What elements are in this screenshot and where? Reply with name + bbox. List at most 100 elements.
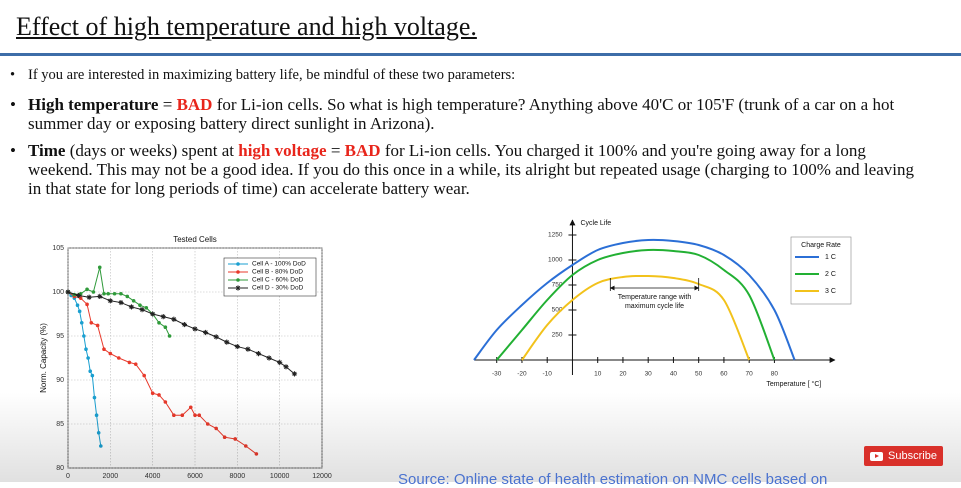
- x-tick-label: 4000: [145, 473, 161, 480]
- marker: [266, 355, 272, 361]
- marker: [125, 294, 130, 299]
- x-tick-label: 8000: [230, 473, 246, 480]
- bullet-text: BAD: [344, 141, 381, 160]
- marker: [92, 395, 97, 400]
- marker: [193, 413, 197, 418]
- marker: [163, 400, 168, 404]
- marker: [96, 431, 101, 435]
- youtube-icon: [870, 451, 884, 461]
- bullet-text: If you are interested in maximizing batt…: [28, 67, 516, 83]
- marker: [172, 413, 176, 418]
- x-tick-label: 60: [720, 371, 728, 378]
- marker: [85, 287, 89, 292]
- y-axis-label: Cycle Life: [580, 220, 611, 227]
- legend-title: Charge Rate: [801, 242, 841, 249]
- marker: [119, 291, 123, 296]
- source-note: Source: Online state of health estimatio…: [398, 471, 828, 488]
- bullet-text: for Li-ion cells. You charged it 100% an…: [28, 141, 914, 198]
- marker: [112, 291, 117, 296]
- marker: [84, 347, 88, 352]
- marker: [94, 413, 99, 418]
- x-tick-label: 80: [771, 371, 779, 378]
- bullet-text: BAD: [176, 95, 213, 114]
- marker: [277, 359, 283, 365]
- bullet-text: (days or weeks) spent at: [65, 141, 239, 160]
- marker: [160, 314, 166, 320]
- y-tick-label: 80: [56, 465, 64, 472]
- legend-label: 1 C: [825, 254, 836, 261]
- x-tick-label: 2000: [103, 473, 119, 480]
- marker: [283, 364, 289, 370]
- marker: [139, 307, 145, 313]
- marker: [75, 292, 82, 299]
- marker: [205, 422, 210, 426]
- annotation-text: Temperature range with: [618, 294, 692, 301]
- x-tick-label: 10000: [270, 473, 290, 480]
- marker: [131, 299, 136, 303]
- marker: [142, 373, 146, 378]
- marker: [65, 289, 71, 295]
- marker: [234, 343, 240, 350]
- marker: [133, 362, 138, 366]
- x-tick-label: 10: [594, 371, 602, 378]
- bullet-text: Time: [28, 141, 66, 160]
- marker: [157, 321, 161, 325]
- marker: [102, 347, 106, 352]
- bullet: Time (days or weeks) spent at high volta…: [8, 141, 928, 198]
- marker: [106, 291, 111, 296]
- marker: [85, 302, 89, 307]
- marker: [245, 346, 251, 352]
- marker: [90, 373, 95, 378]
- marker: [222, 435, 227, 440]
- y-tick-label: 90: [56, 377, 64, 384]
- marker: [75, 303, 80, 308]
- x-tick-label: 0: [66, 473, 70, 480]
- legend-marker: [236, 270, 240, 274]
- marker: [118, 299, 124, 306]
- y-tick-label: 500: [552, 307, 563, 314]
- y-tick-label: 750: [552, 282, 563, 289]
- legend-label: Cell B - 80% DoD: [252, 269, 303, 276]
- legend-label: Cell D - 30% DoD: [252, 285, 304, 292]
- bullet: If you are interested in maximizing batt…: [8, 66, 928, 85]
- x-tick-label: -20: [517, 371, 527, 378]
- marker: [254, 452, 259, 456]
- x-tick-label: 20: [619, 371, 627, 378]
- marker: [82, 334, 86, 338]
- marker: [171, 316, 177, 322]
- marker: [138, 303, 142, 308]
- marker: [144, 306, 149, 310]
- marker: [107, 298, 113, 304]
- legend-label: 2 C: [825, 271, 836, 278]
- series-line: [495, 248, 776, 361]
- bullet-text: High temperature: [28, 95, 159, 114]
- marker: [202, 329, 209, 336]
- x-tick-label: 12000: [312, 473, 332, 480]
- marker: [233, 437, 238, 441]
- marker: [150, 311, 156, 317]
- marker: [224, 339, 230, 345]
- subscribe-button[interactable]: Subscribe: [864, 446, 943, 466]
- marker: [108, 351, 113, 356]
- marker: [192, 326, 198, 332]
- bullet-text: high voltage: [238, 141, 327, 160]
- marker: [244, 444, 248, 448]
- subscribe-label: Subscribe: [888, 450, 937, 462]
- annotation-text: maximum cycle life: [625, 303, 684, 310]
- y-tick-label: 100: [52, 289, 64, 296]
- marker: [180, 413, 185, 418]
- header-rule: [0, 53, 961, 56]
- series-line: [521, 274, 751, 361]
- x-tick-label: -10: [543, 371, 553, 378]
- y-tick-label: 1250: [548, 232, 563, 239]
- legend-label: Cell C - 60% DoD: [252, 277, 304, 284]
- bullet-text: for Li-ion cells. So what is high temper…: [28, 95, 895, 133]
- marker: [97, 265, 102, 270]
- marker: [91, 290, 96, 294]
- bullet: High temperature = BAD for Li-ion cells.…: [8, 95, 928, 133]
- y-tick-label: 95: [56, 333, 64, 340]
- chart-title: Tested Cells: [173, 235, 217, 244]
- marker: [79, 321, 84, 325]
- marker: [127, 360, 132, 365]
